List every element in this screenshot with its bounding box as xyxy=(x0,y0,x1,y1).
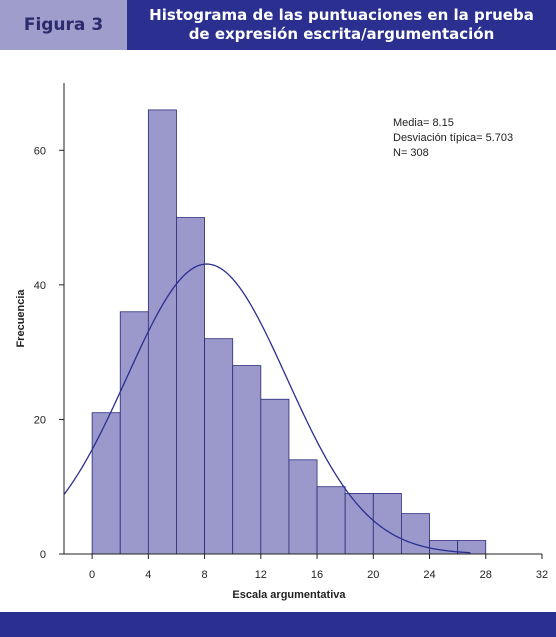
stat-n: N= 308 xyxy=(393,147,429,159)
x-tick-label: 24 xyxy=(423,569,435,581)
y-tick-label: 20 xyxy=(34,414,46,426)
histogram-bar xyxy=(91,412,121,555)
histogram-bar xyxy=(119,311,149,555)
x-tick-label: 32 xyxy=(536,569,548,581)
histogram-bar xyxy=(232,365,262,555)
x-tick-label: 12 xyxy=(255,569,267,581)
footer-bar xyxy=(0,612,556,637)
stat-mean: Media= 8.15 xyxy=(393,117,454,129)
histogram-bar xyxy=(176,217,205,555)
histogram-bar xyxy=(147,109,177,555)
histogram-bar xyxy=(204,338,234,555)
histogram-chart: 0 20 40 60 0 4 8 12 16 20 24 28 32 Escala argumenta… xyxy=(15,83,548,601)
figure-label: Figura 3 xyxy=(23,15,104,35)
x-tick-label: 0 xyxy=(89,569,95,581)
y-tick-label: 0 xyxy=(40,549,46,561)
histogram-bar xyxy=(344,493,374,555)
histogram-bar xyxy=(316,486,346,555)
x-tick-label: 28 xyxy=(480,569,492,581)
histogram-bar xyxy=(260,398,290,555)
x-axis-title: Escala argumentativa xyxy=(232,589,346,601)
x-tick-label: 4 xyxy=(145,569,151,581)
y-tick-label: 40 xyxy=(34,280,46,292)
x-tick-label: 8 xyxy=(202,569,208,581)
figure-title-line1: Histograma de las puntuaciones en la pru… xyxy=(149,6,534,24)
histogram-bar xyxy=(401,513,430,555)
x-tick-label: 16 xyxy=(311,569,323,581)
y-ticks-group: 0 20 40 60 xyxy=(34,145,64,561)
bars-group xyxy=(91,109,487,555)
y-axis-title: Frecuencia xyxy=(15,289,27,348)
x-tick-label: 20 xyxy=(367,569,379,581)
stat-sd: Desviación típica= 5.703 xyxy=(393,132,513,144)
figure-title-line2: de expresión escrita/argumentación xyxy=(188,25,495,43)
normal-curve xyxy=(63,263,471,554)
y-tick-label: 60 xyxy=(34,145,46,157)
figure-title-box: Histograma de las puntuaciones en la pru… xyxy=(127,0,556,50)
figure-label-box: Figura 3 xyxy=(0,0,127,50)
x-ticks-group: 0 4 8 12 16 20 24 28 32 xyxy=(89,554,548,581)
histogram-bar xyxy=(288,459,318,555)
